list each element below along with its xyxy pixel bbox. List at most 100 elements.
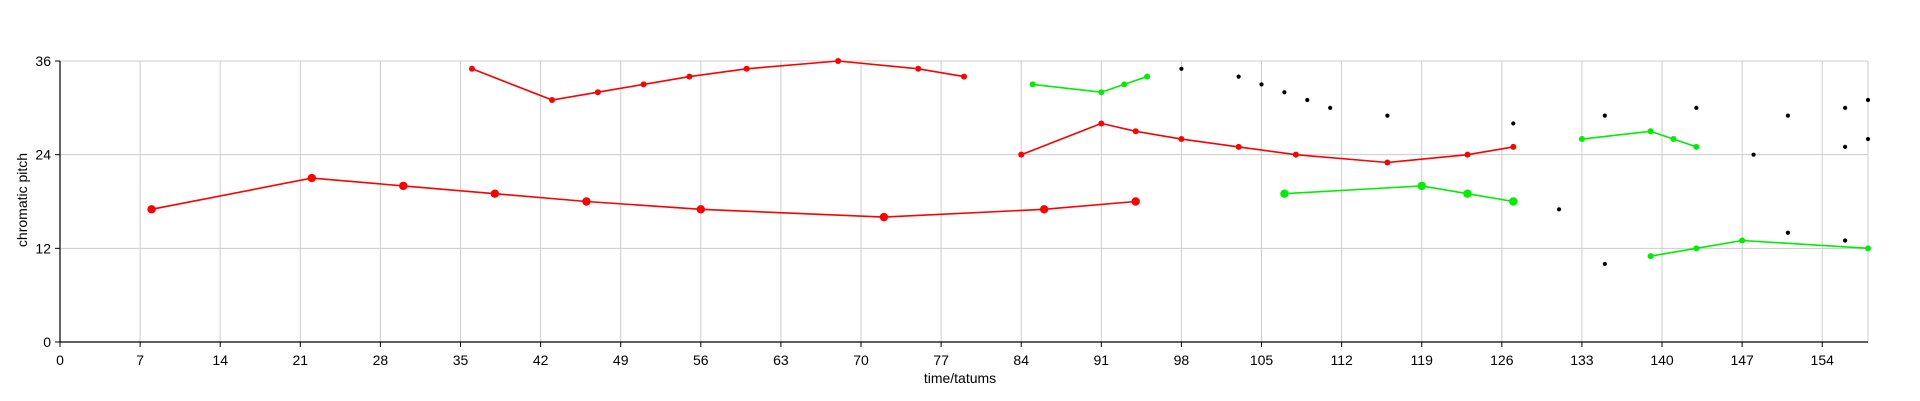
data-point <box>468 65 475 72</box>
data-point <box>1602 261 1607 267</box>
data-point <box>1843 144 1848 149</box>
x-tick-label: 98 <box>1174 352 1190 368</box>
x-tick-label: 63 <box>773 352 789 368</box>
x-tick-label: 14 <box>212 352 228 368</box>
x-tick-label: 0 <box>56 352 64 368</box>
data-point <box>1556 207 1562 212</box>
data-point <box>1179 66 1184 71</box>
data-point <box>594 89 601 96</box>
x-tick-label: 105 <box>1250 352 1274 368</box>
series-line <box>1032 75 1148 94</box>
data-point <box>1098 89 1105 96</box>
data-point <box>1235 143 1242 150</box>
data-point <box>1236 74 1241 79</box>
data-point <box>1098 120 1105 127</box>
x-tick-label: 56 <box>693 352 709 368</box>
data-point <box>1464 151 1471 158</box>
x-axis-label: time/tatums <box>924 370 996 386</box>
data-point <box>1328 105 1333 110</box>
x-tick-label: 70 <box>853 352 869 368</box>
data-point <box>915 65 922 72</box>
grid <box>60 60 1869 342</box>
data-point <box>1305 97 1310 103</box>
data-point <box>1121 81 1128 88</box>
data-point <box>1131 197 1140 206</box>
series-line <box>471 60 965 101</box>
x-tick-label: 42 <box>533 352 549 368</box>
data-point <box>1144 73 1151 80</box>
series-line <box>1650 239 1869 257</box>
x-tick-label: 77 <box>933 352 949 368</box>
series-black-7 <box>1179 66 1871 267</box>
x-tick-label: 119 <box>1411 352 1434 368</box>
x-tick-label: 112 <box>1330 352 1353 368</box>
data-point <box>1694 105 1699 110</box>
data-point <box>399 181 408 191</box>
data-point <box>1178 136 1185 143</box>
data-point <box>1578 136 1585 143</box>
data-point <box>1739 237 1746 244</box>
data-point <box>1693 245 1700 252</box>
data-point <box>1693 143 1700 150</box>
data-point <box>1785 113 1790 118</box>
data-point <box>1463 189 1472 198</box>
data-point <box>1511 121 1516 126</box>
x-tick-label: 49 <box>613 352 629 368</box>
y-tick-label: 12 <box>35 240 51 256</box>
data-point <box>147 205 156 214</box>
data-point <box>835 58 842 64</box>
series-red-2 <box>1018 120 1517 166</box>
y-tick-label: 24 <box>35 147 51 163</box>
series-green-6 <box>1647 237 1871 260</box>
series-red-1 <box>468 58 967 104</box>
tick-labels: 0 7 14 21 28 35 42 49 56 63 70 77 84 91 98 105 112 119 126… <box>35 53 1834 368</box>
series-green-4 <box>1280 181 1518 206</box>
series-line <box>1581 130 1697 148</box>
data-point <box>1670 136 1677 143</box>
data-point <box>1785 230 1790 235</box>
series-line <box>1020 122 1514 164</box>
x-tick-label: 126 <box>1490 352 1514 368</box>
data-point <box>582 197 591 206</box>
data-point <box>743 65 750 72</box>
data-point <box>686 73 693 80</box>
series-green-3 <box>1029 73 1151 96</box>
data-point <box>1865 245 1871 252</box>
x-tick-label: 28 <box>373 352 389 368</box>
series-red-0 <box>147 173 1140 222</box>
x-tick-label: 147 <box>1730 352 1754 368</box>
series-line <box>151 177 1136 218</box>
x-tick-label: 84 <box>1013 352 1029 368</box>
data-point <box>1751 152 1756 157</box>
data-point <box>1843 238 1848 243</box>
data-point <box>961 73 967 80</box>
data-point <box>1039 205 1049 214</box>
data-point <box>549 97 556 104</box>
data-point <box>307 173 316 183</box>
data-point <box>490 189 500 198</box>
data-point <box>1385 113 1390 118</box>
data-point <box>1843 105 1848 110</box>
axes <box>55 60 1868 347</box>
y-axis-label: chromatic pitch <box>14 153 30 247</box>
data-point <box>696 205 706 214</box>
data-point <box>1384 159 1391 166</box>
data-point <box>879 212 889 222</box>
data-point <box>1509 197 1518 206</box>
series-line <box>1284 185 1514 203</box>
data-point <box>640 81 647 88</box>
data-point <box>1417 181 1426 191</box>
data-point <box>1292 151 1299 158</box>
x-tick-label: 154 <box>1811 352 1835 368</box>
series <box>147 58 1871 267</box>
data-point <box>1647 128 1654 135</box>
data-point <box>1647 253 1654 260</box>
y-tick-label: 36 <box>35 53 51 69</box>
x-tick-label: 91 <box>1094 352 1110 368</box>
data-point <box>1018 151 1025 158</box>
data-point <box>1510 143 1517 150</box>
series-green-5 <box>1578 128 1700 150</box>
data-point <box>1132 128 1139 135</box>
data-point <box>1259 82 1264 87</box>
